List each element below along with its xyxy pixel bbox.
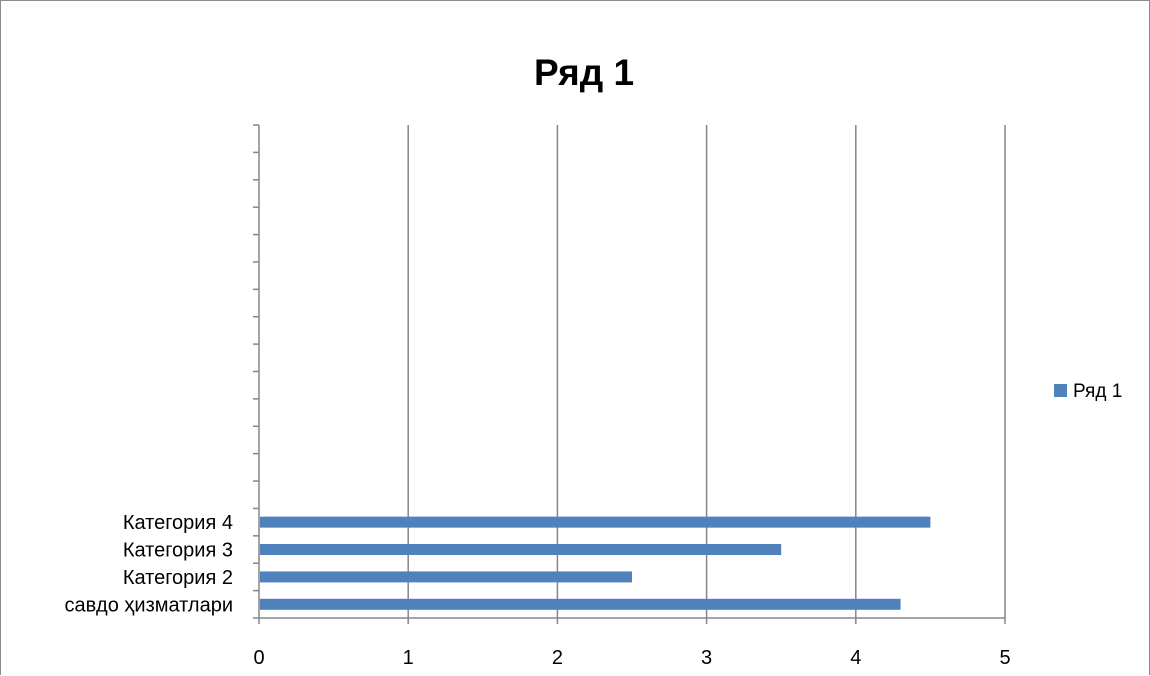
tick-labels: 0 1 2 3 4 5 савдо ҳизматлари Категория 2 Категор… bbox=[65, 512, 1011, 669]
y-category-label: Категория 4 bbox=[123, 512, 233, 534]
y-category-label: савдо ҳизматлари bbox=[65, 594, 233, 616]
x-tick-label: 0 bbox=[253, 647, 264, 669]
legend-swatch bbox=[1054, 384, 1067, 397]
x-tick-label: 4 bbox=[850, 647, 861, 669]
bar bbox=[260, 598, 901, 610]
bar bbox=[260, 571, 632, 583]
bar bbox=[260, 544, 782, 556]
legend-label: Ряд 1 bbox=[1073, 381, 1122, 402]
bar bbox=[260, 516, 931, 528]
x-tick-label: 2 bbox=[552, 647, 563, 669]
y-category-label: Категория 3 bbox=[123, 540, 233, 562]
gridlines bbox=[407, 125, 1006, 618]
x-tick-label: 3 bbox=[701, 647, 712, 669]
chart-title: Ряд 1 bbox=[534, 52, 634, 93]
x-tick-label: 1 bbox=[403, 647, 414, 669]
x-tick-label: 5 bbox=[999, 647, 1010, 669]
legend: Ряд 1 bbox=[1054, 381, 1122, 402]
y-category-label: Категория 2 bbox=[123, 567, 233, 589]
axes bbox=[253, 124, 1006, 624]
bars bbox=[260, 516, 931, 610]
